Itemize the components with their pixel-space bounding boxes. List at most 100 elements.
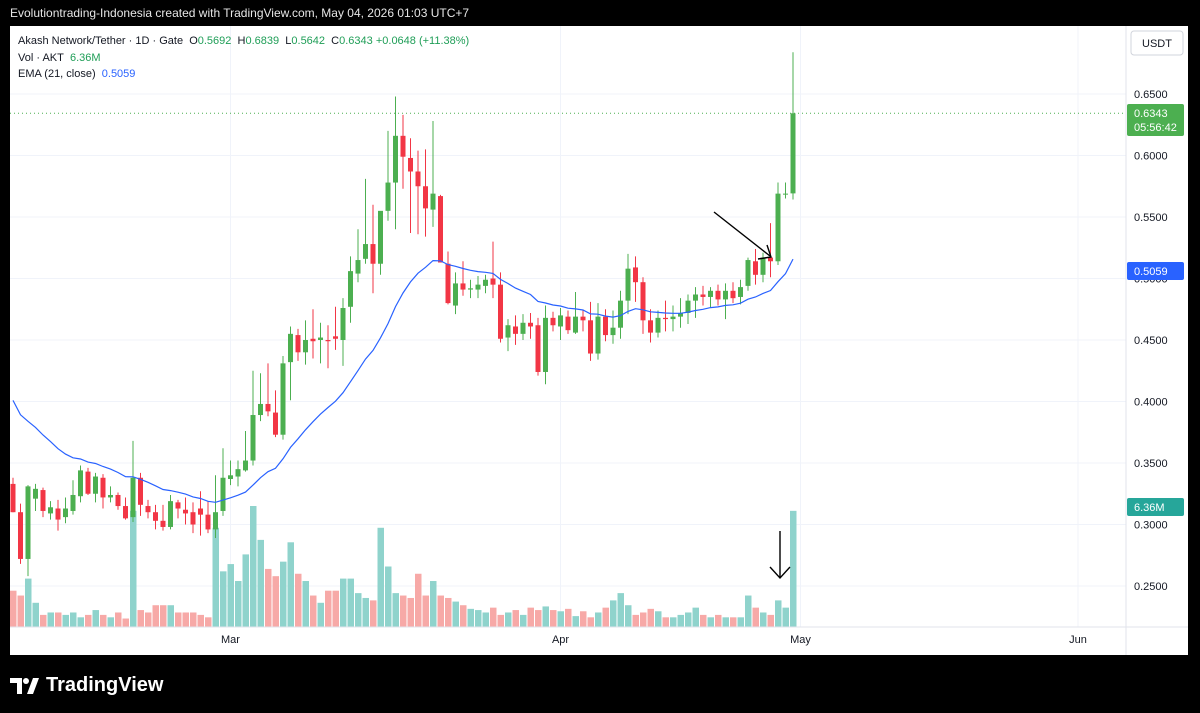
candle-body [483,279,488,286]
candle-body [78,470,83,497]
low-value: 0.5642 [291,35,326,47]
candle-body [213,512,218,530]
candle [610,310,616,344]
candle-body [595,316,601,354]
close-value: 0.6343 [339,35,373,47]
candle-body [520,322,526,334]
last-price-badge: 0.6343 05:56:42 [1127,104,1184,136]
volume-bar [415,573,422,627]
candle [738,279,743,305]
volume-bar [767,614,774,627]
y-tick-label: 0.6000 [1134,151,1168,163]
volume-bar [332,590,339,627]
candle-body [783,193,788,195]
volume-bar [167,605,174,627]
candle-body [303,340,308,353]
volume-bar [182,612,189,627]
candle [205,501,211,534]
candle [333,306,338,350]
candle-body [498,284,503,339]
y-tick-label: 0.4500 [1134,335,1168,347]
candle-body [663,317,668,320]
candle [588,301,593,361]
candle-body [558,315,563,327]
candle-body [295,335,301,353]
volume-bar [77,617,84,627]
candle-body [745,260,751,286]
candle [258,373,263,422]
candle-body [370,244,376,264]
candle-body [715,290,721,300]
candle [453,272,458,315]
volume-bar [670,617,677,627]
candle [393,96,398,230]
candle [100,474,106,509]
volume-bar [595,612,602,627]
candle [625,253,631,315]
candle-body [603,316,608,336]
volume-bar [295,573,302,627]
candle-body [123,506,128,519]
candle-body [325,340,331,342]
candle-body [475,284,481,290]
currency-label: USDT [1142,38,1172,50]
candle [25,485,31,577]
volume-bar [467,608,474,627]
candle-body [55,508,61,520]
volume-bar [737,617,744,627]
volume-bar [520,614,527,627]
candle [160,504,166,531]
candle-body [348,271,353,307]
candle [33,483,38,511]
candle [303,320,308,365]
tradingview-logo-icon [10,677,39,694]
volume-bar [632,614,639,627]
volume-bar [212,527,219,627]
candle-body [573,316,578,333]
candle-body [63,508,68,518]
candle [228,460,233,486]
volume-bar [752,607,759,627]
candle [235,460,241,487]
volume-bar [452,601,459,627]
candle [663,300,668,332]
ema-label: EMA (21, close) [18,68,96,80]
candle [318,322,323,364]
candle [378,210,383,275]
candle-body [678,312,683,317]
chart-panel[interactable]: 0.65000.60000.55000.50000.45000.40000.35… [10,26,1188,655]
high-label: H [237,35,246,47]
candle-body [153,512,158,521]
price-chart[interactable]: 0.65000.60000.55000.50000.45000.40000.35… [10,26,1188,655]
candle-body [205,514,211,530]
volume-bar [482,612,489,627]
candle-body [138,477,143,505]
candle-body [273,412,278,435]
volume-badge-value: 6.36M [1134,502,1165,514]
volume-bar [760,612,767,627]
x-tick-label: Apr [552,634,569,646]
currency-button[interactable]: USDT [1130,30,1184,56]
volume-bar [700,614,707,627]
symbol-name: Akash Network/Tether · 1D · Gate [18,35,184,47]
volume-bar [190,612,197,627]
volume-bar [422,595,429,627]
y-tick-label: 0.3000 [1134,520,1168,532]
ema-badge-value: 0.5059 [1134,266,1168,278]
volume-bar [362,597,369,627]
volume-bar [205,617,212,627]
candle [93,472,98,503]
candle [295,328,301,361]
volume-bar [655,611,662,627]
volume-bar [535,610,542,627]
volume-legend: Vol · AKT 6.36M [18,52,101,64]
candle [168,494,173,530]
candle [768,223,773,278]
candle [400,114,406,189]
candle-body [415,171,421,187]
candle [685,294,691,325]
candle-body [340,308,346,340]
candle [498,272,503,343]
volume-bar [565,608,572,627]
chart-caption: Evolutiontrading-Indonesia created with … [10,6,470,20]
